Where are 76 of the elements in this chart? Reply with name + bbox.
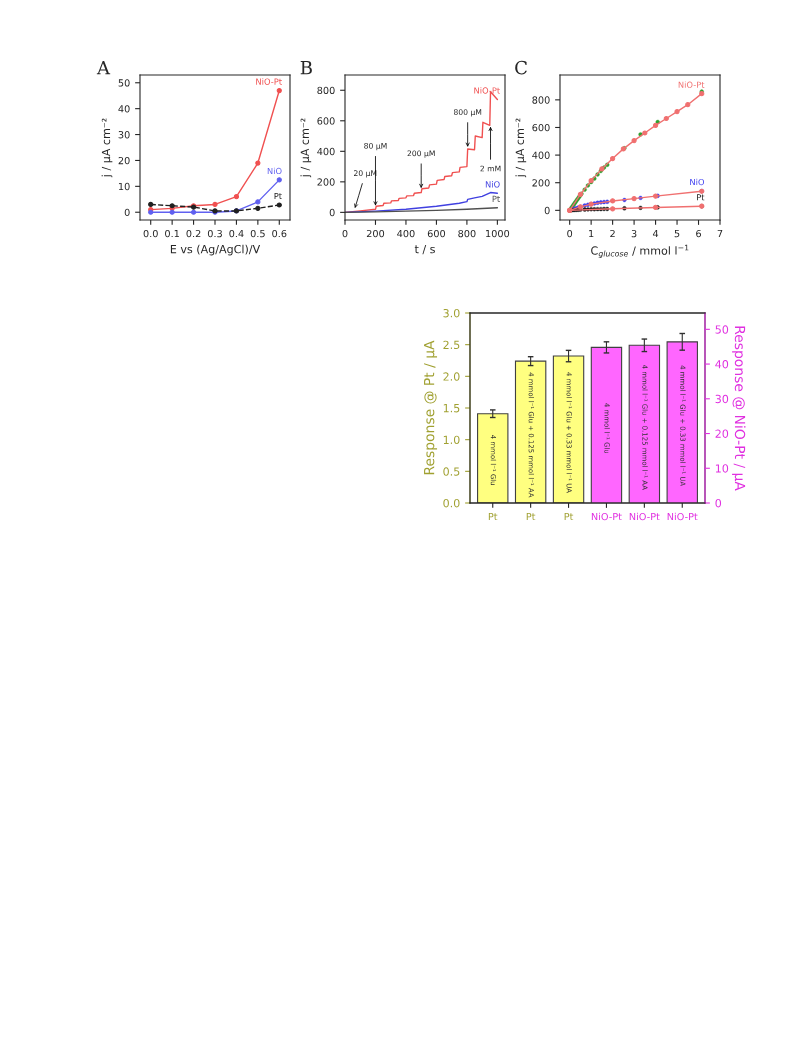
x-tick-label: 5: [674, 230, 680, 238]
x-axis-title: C$_{glucose}$ / mmol l$^{−1}$: [591, 244, 689, 259]
y-tick-label: 2.0: [443, 372, 460, 381]
y-axis-title: j / μA cm⁻²: [515, 118, 527, 178]
x-tick-label: 3: [631, 229, 637, 238]
x-tick-label: 6: [696, 229, 701, 238]
chart-title: A: [96, 61, 111, 75]
x-tick-label: Pt: [488, 513, 498, 521]
x-tick-label: 800: [458, 229, 476, 238]
x-axis-title: E vs (Ag/AgCl)/V: [170, 244, 261, 256]
y-tick-label: 0.5: [443, 467, 460, 476]
y2-tick-label: 20: [715, 429, 729, 438]
y2-tick-label: 0: [715, 498, 722, 508]
y-axis-title: j / μA cm⁻²: [300, 118, 312, 178]
y-tick-label: 400: [317, 147, 335, 156]
chart-title: B: [300, 61, 312, 75]
y-tick-label: 20: [118, 156, 130, 165]
x-tick-label: 7: [717, 230, 723, 238]
y2-tick-label: 10: [715, 464, 729, 473]
series-label: NiO-Pt: [256, 78, 282, 85]
series-label: NiO: [485, 181, 500, 188]
series-label: Pt: [697, 194, 705, 201]
y-tick-label: 30: [118, 131, 130, 139]
series-label: NiO-Pt: [474, 87, 500, 94]
y-tick-label: 0.0: [443, 498, 460, 508]
x-tick-label: 0: [342, 229, 348, 238]
y-axis-title: j / μA cm⁻²: [101, 118, 113, 178]
y-tick-label: 2.5: [443, 340, 460, 350]
y-tick-label: 800: [317, 86, 335, 95]
y-tick-label: 40: [118, 105, 130, 113]
y-tick-label: 0: [329, 208, 335, 217]
y-tick-label: 1.0: [443, 435, 460, 445]
y-tick-label: 1.5: [443, 404, 460, 413]
x-axis-title: t / s: [414, 245, 435, 255]
y-tick-label: 10: [118, 182, 130, 191]
y-tick-label: 50: [118, 79, 130, 87]
y-tick-label: 200: [317, 178, 335, 186]
y-tick-label: 600: [532, 123, 550, 132]
x-tick-label: 0.6: [272, 229, 287, 238]
y2-tick-label: 50: [715, 325, 729, 334]
x-tick-label: 2: [610, 229, 615, 238]
y-tick-label: 0: [124, 208, 130, 217]
x-tick-label: Pt: [526, 513, 536, 521]
y-axis-title: Response @ Pt / μA: [424, 340, 438, 475]
y2-axis-title: Response @ NiO-Pt / μA: [732, 326, 746, 491]
x-tick-label: 0.2: [186, 229, 201, 238]
x-tick-label: 0.1: [165, 229, 179, 238]
series-label: Pt: [274, 193, 282, 200]
x-tick-label: 0.0: [143, 229, 158, 238]
x-tick-label: 1000: [486, 229, 510, 238]
x-tick-label: 0: [567, 229, 573, 238]
y2-tick-label: 40: [715, 360, 729, 369]
x-tick-label: 0.4: [229, 229, 244, 238]
x-tick-label: NiO-Pt: [667, 512, 698, 521]
series-label: NiO-Pt: [678, 81, 705, 88]
y-tick-label: 200: [532, 179, 550, 187]
x-tick-label: Pt: [564, 513, 574, 521]
x-tick-label: 1: [589, 230, 594, 238]
series-label: NiO: [267, 167, 282, 175]
x-tick-label: NiO-Pt: [629, 512, 660, 521]
x-tick-label: 200: [366, 229, 385, 238]
x-tick-label: 0.5: [250, 229, 265, 238]
x-tick-label: 4: [652, 230, 659, 238]
chart-title: C: [515, 60, 527, 75]
series-label: NiO: [690, 178, 705, 186]
x-tick-label: NiO-Pt: [591, 512, 622, 521]
y-tick-label: 400: [532, 151, 550, 159]
y2-tick-label: 30: [715, 394, 729, 404]
y-tick-label: 0: [544, 206, 550, 215]
x-tick-label: 0.3: [207, 229, 222, 238]
x-tick-label: 600: [427, 229, 446, 238]
x-tick-label: 400: [397, 229, 415, 238]
y-tick-label: 600: [317, 117, 335, 125]
y-tick-label: 3.0: [443, 308, 460, 318]
y-tick-label: 800: [532, 96, 550, 104]
series-label: Pt: [492, 195, 500, 202]
